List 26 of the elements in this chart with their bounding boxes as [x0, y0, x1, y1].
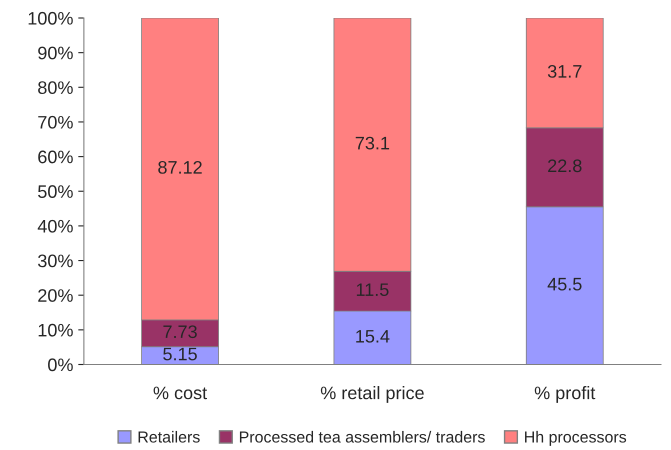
- data-label: 11.5: [356, 283, 389, 296]
- data-label: 22.8: [548, 159, 582, 172]
- y-tick-label: 30%: [38, 254, 73, 268]
- data-label: 45.5: [548, 278, 582, 291]
- data-label: 31.7: [548, 64, 582, 78]
- legend-label: Processed tea assemblers/ traders: [240, 430, 485, 443]
- y-tick-label: 70%: [38, 116, 73, 129]
- y-tick-label: 20%: [38, 289, 73, 302]
- y-tick-label: 80%: [38, 81, 73, 94]
- y-tick-label: 10%: [38, 324, 73, 337]
- data-label: 5.15: [163, 348, 197, 360]
- legend-label: Retailers: [138, 430, 200, 443]
- data-label: 87.12: [158, 160, 202, 174]
- y-tick-label: 90%: [38, 46, 73, 60]
- y-tick-label: 60%: [38, 150, 73, 164]
- data-label: 73.1: [356, 136, 390, 150]
- data-label: 15.4: [356, 330, 390, 343]
- legend-label: Hh processors: [525, 430, 626, 446]
- y-tick-label: 50%: [38, 185, 73, 198]
- data-label: 7.73: [163, 325, 197, 338]
- y-tick-label: 0%: [48, 358, 73, 372]
- x-tick-label: % cost: [154, 386, 208, 400]
- x-tick-label: % profit: [534, 386, 596, 403]
- x-tick-label: % retail price: [320, 386, 424, 403]
- y-tick-label: 40%: [38, 220, 73, 233]
- y-tick-label: 100%: [28, 12, 73, 25]
